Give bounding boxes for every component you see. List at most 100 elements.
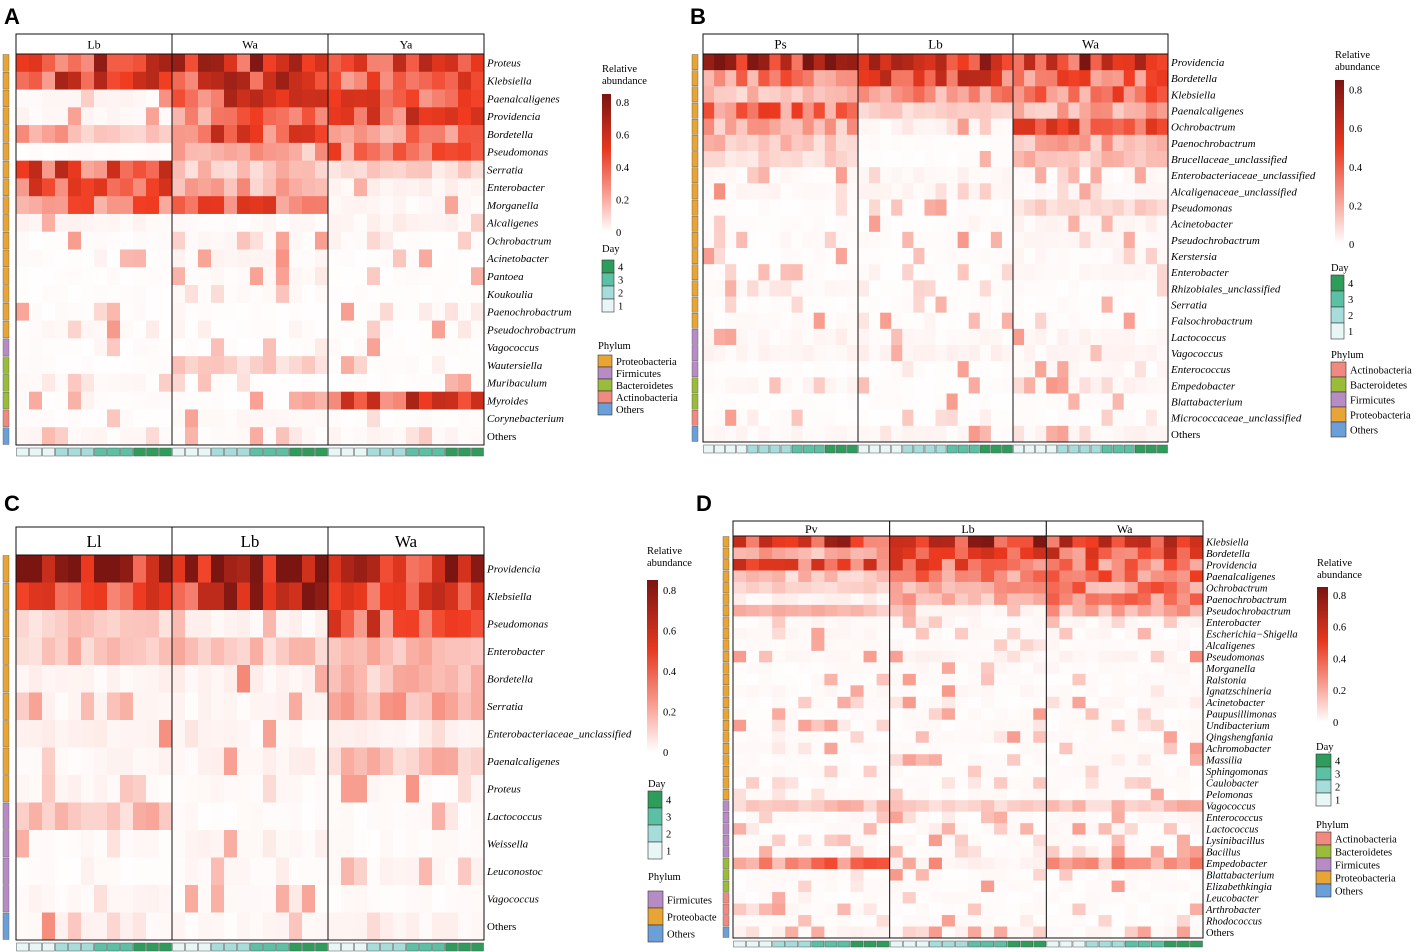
heatmap-cell (81, 285, 95, 304)
heatmap-cell (1111, 754, 1126, 767)
heatmap-cell (835, 199, 848, 217)
heatmap-cell (891, 86, 903, 103)
phylum-cell (722, 662, 730, 674)
heatmap-cell (1068, 231, 1080, 249)
day-cell (1135, 444, 1146, 454)
heatmap-cell (42, 285, 56, 304)
day-cell (81, 447, 94, 457)
heatmap-cell (1046, 788, 1060, 801)
heatmap-cell (1176, 627, 1191, 640)
heatmap-cell (1007, 593, 1021, 606)
heatmap-cell (968, 639, 982, 652)
day-cell (198, 942, 211, 952)
heatmap-cell (837, 719, 851, 732)
heatmap-cell (29, 555, 43, 583)
heatmap-cell (785, 811, 799, 824)
heatmap-cell (946, 70, 959, 87)
day-legend-label: 1 (1335, 796, 1340, 807)
heatmap-cell (1101, 296, 1114, 314)
heatmap-cell (968, 377, 981, 394)
heatmap-cell (1085, 892, 1099, 904)
heatmap-cell (1101, 345, 1114, 362)
heatmap-cell (850, 685, 864, 698)
phylum-cell (722, 697, 730, 708)
heatmap-cell (107, 213, 121, 233)
heatmap-cell (846, 183, 859, 200)
heatmap-cell (772, 892, 786, 904)
heatmap-cell (107, 409, 121, 428)
day-cell (1123, 444, 1135, 454)
heatmap-cell (94, 356, 108, 375)
heatmap-cell (1189, 834, 1204, 847)
heatmap-cell (315, 125, 329, 144)
day-cell (1013, 444, 1024, 454)
row-label: Proteus (486, 58, 521, 70)
phylum-cell (691, 86, 699, 103)
heatmap-cell (990, 134, 1003, 152)
heatmap-cell (263, 338, 277, 357)
heatmap-cell (1137, 811, 1152, 824)
heatmap-cell (68, 637, 82, 666)
heatmap-cell (1024, 264, 1036, 281)
heatmap-cell (250, 637, 264, 666)
colorbar-tick: 0 (616, 228, 621, 239)
phylum-strip (691, 54, 699, 442)
heatmap-cell (354, 775, 368, 803)
heatmap-cell (1163, 926, 1178, 939)
heatmap-cell (1124, 650, 1139, 663)
heatmap-cell (703, 231, 715, 249)
heatmap-cell (1098, 719, 1113, 732)
heatmap-cell (850, 926, 864, 939)
heatmap-cell (1001, 248, 1014, 265)
row-label: Lysinibacillus (1205, 836, 1265, 847)
heatmap-cell (981, 662, 995, 675)
heatmap-cell (1020, 926, 1034, 939)
heatmap-cell (915, 627, 930, 640)
heatmap-cell (863, 742, 878, 755)
heatmap-cell (769, 118, 781, 136)
heatmap-cell (1137, 926, 1152, 939)
heatmap-cell (81, 409, 95, 428)
heatmap-cell (172, 692, 186, 721)
heatmap-cell (1033, 558, 1047, 571)
heatmap-cell (1156, 70, 1169, 87)
heatmap-cell (1046, 86, 1058, 103)
phylum-cell (691, 118, 699, 135)
heatmap-cell (432, 912, 446, 941)
heatmap-cell (185, 54, 199, 73)
heatmap-cell (1090, 345, 1102, 362)
heatmap-cell (172, 610, 186, 638)
heatmap-cell (863, 650, 878, 663)
heatmap-cell (981, 581, 995, 594)
heatmap-cell (1124, 570, 1139, 583)
heatmap-cell (302, 610, 316, 638)
heatmap-cell (824, 604, 838, 617)
heatmap-cell (798, 811, 812, 824)
heatmap-cell (237, 285, 251, 304)
heatmap-cell (29, 637, 43, 666)
heatmap-cell (824, 199, 837, 217)
heatmap-cell (981, 536, 995, 548)
heatmap-cell (891, 183, 903, 200)
heatmap-cell (880, 409, 892, 427)
heatmap-cell (185, 610, 199, 638)
heatmap-cell (811, 627, 825, 640)
heatmap-cell (1098, 616, 1113, 629)
row-label: Morganella (486, 200, 539, 212)
heatmap-cell (772, 731, 786, 744)
heatmap-cell (81, 213, 95, 233)
heatmap-cell (1072, 788, 1086, 801)
heatmap-cell (16, 71, 30, 90)
heatmap-cell (981, 811, 995, 824)
heatmap-cell (968, 215, 981, 233)
heatmap-cell (780, 199, 792, 217)
heatmap-cell (16, 196, 30, 215)
phylum-cell (2, 374, 10, 392)
heatmap-cell (432, 692, 446, 721)
heatmap-cell (957, 296, 970, 314)
heatmap-cell (1150, 650, 1165, 663)
heatmap-cell (915, 616, 930, 629)
heatmap-cell (432, 747, 446, 776)
heatmap-cell (1035, 167, 1047, 184)
heatmap-cell (250, 267, 264, 286)
